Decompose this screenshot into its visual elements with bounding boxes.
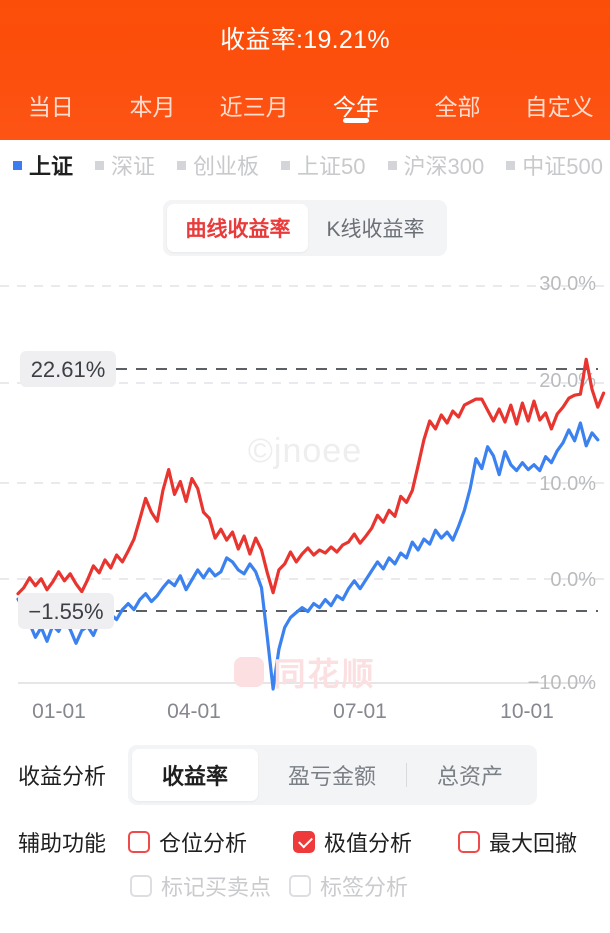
x-tick-label-0: 01-01 [32, 700, 86, 723]
checkbox-label: 极值分析 [324, 831, 413, 856]
x-tick-label-2: 07-01 [333, 700, 387, 723]
y-tick-label-0: 30.0% [539, 273, 596, 295]
chart-x-axis: 01-01 04-01 07-01 10-01 [0, 694, 610, 734]
chart-y-ticks: 30.0% 20.0% 10.0% 0.0% −10.0% [528, 273, 597, 694]
extreme-min-value: −1.55% [28, 599, 103, 624]
checkbox-extreme-analysis[interactable]: 极值分析 [293, 826, 412, 858]
tab-label: 当日 [27, 94, 74, 120]
checkbox-icon [130, 875, 152, 897]
chart-mode-kline[interactable]: K线收益率 [326, 218, 425, 241]
tab-label: 自定义 [524, 94, 594, 120]
helper-functions-row-2: 标记买卖点 标签分析 [18, 864, 592, 908]
square-marker-icon [177, 160, 187, 170]
legend-label: 创业板 [193, 154, 260, 179]
income-analysis-switch: 收益率 盈亏金额 总资产 [128, 745, 538, 805]
legend-item-sz50[interactable]: 上证50 [281, 149, 387, 181]
checkbox-icon[interactable] [128, 831, 151, 853]
x-tick-label-1: 04-01 [167, 700, 221, 723]
period-tabs: 当日 本月 近三月 今年 全部 自定义 [0, 78, 610, 140]
series-line-shangzheng [16, 421, 600, 691]
legend-label: 沪深300 [403, 154, 485, 179]
checkbox-label: 标记买卖点 [161, 875, 272, 900]
income-analysis-label: 收益分析 [18, 764, 107, 789]
legend-label: 上证50 [297, 154, 366, 179]
tab-label: 今年 [332, 94, 379, 120]
tab-label: 本月 [129, 94, 176, 120]
legend-item-zz500[interactable]: 中证500 [506, 149, 603, 181]
income-analysis-row: 收益分析 收益率 盈亏金额 总资产 [0, 742, 610, 808]
page-title: 收益率:19.21% [220, 26, 390, 54]
chart-gridlines [0, 285, 610, 580]
legend-label: 中证500 [522, 154, 603, 179]
square-marker-icon [387, 160, 397, 170]
income-option-pnl[interactable]: 盈亏金额 [288, 764, 377, 789]
income-option-total-assets[interactable]: 总资产 [437, 764, 504, 789]
chart-mode-switch-wrap: 曲线收益率 K线收益率 [0, 190, 610, 264]
app-header: 收益率:19.21% 当日 本月 近三月 今年 全部 自定义 [0, 0, 610, 140]
chart-extreme-lines [96, 368, 598, 612]
checkbox-checked-icon[interactable] [293, 831, 316, 853]
helper-functions-section: 辅助功能 仓位分析 极值分析 最大回撤 标记买卖点 标签分析 [0, 820, 610, 908]
y-tick-label-4: −10.0% [528, 672, 597, 694]
checkbox-label: 标签分析 [320, 875, 409, 900]
tab-period-3[interactable]: 今年 [305, 78, 407, 140]
chart-extreme-label-max: 22.61% [20, 351, 116, 387]
checkbox-icon [289, 875, 312, 897]
checkbox-tag-analysis: 标签分析 [289, 870, 408, 902]
tab-period-0[interactable]: 当日 [0, 78, 102, 140]
tab-period-2[interactable]: 近三月 [203, 78, 305, 140]
square-marker-icon [95, 160, 105, 170]
helper-functions-label: 辅助功能 [18, 831, 107, 856]
index-legend: 上证 深证 创业板 上证50 沪深300 中证500 [0, 140, 610, 190]
tab-label: 近三月 [219, 94, 289, 120]
legend-label: 上证 [29, 154, 74, 179]
x-tick-label-3: 10-01 [500, 700, 554, 723]
series-line-shouyilv [16, 357, 606, 596]
legend-item-chuangyeban[interactable]: 创业板 [177, 149, 281, 181]
tab-label: 全部 [434, 94, 481, 120]
checkbox-icon[interactable] [458, 831, 481, 853]
checkbox-max-drawdown[interactable]: 最大回撤 [458, 826, 577, 858]
square-marker-icon [506, 160, 516, 170]
helper-functions-row-1: 辅助功能 仓位分析 极值分析 最大回撤 [18, 820, 592, 864]
checkbox-mark-trade-points: 标记买卖点 [130, 870, 271, 902]
tab-period-4[interactable]: 全部 [407, 78, 509, 140]
chart-mode-curve[interactable]: 曲线收益率 [167, 204, 309, 252]
tab-period-1[interactable]: 本月 [102, 78, 204, 140]
returns-chart[interactable]: 30.0% 20.0% 10.0% 0.0% −10.0% 22.61% −1.… [0, 264, 610, 694]
y-tick-label-2: 10.0% [539, 473, 596, 495]
extreme-max-value: 22.61% [31, 357, 106, 382]
legend-label: 深证 [111, 154, 156, 179]
tab-period-5[interactable]: 自定义 [508, 78, 610, 140]
chart-canvas: 30.0% 20.0% 10.0% 0.0% −10.0% 22.61% −1.… [0, 273, 610, 694]
legend-item-shenzheng[interactable]: 深证 [95, 149, 177, 181]
tab-active-indicator [342, 118, 369, 123]
checkbox-label: 仓位分析 [159, 831, 248, 856]
y-tick-label-3: 0.0% [550, 569, 596, 591]
square-marker-icon [13, 160, 22, 170]
legend-item-hs300[interactable]: 沪深300 [387, 149, 507, 181]
checkbox-label: 最大回撤 [489, 831, 578, 856]
income-option-rate[interactable]: 收益率 [132, 749, 259, 801]
square-marker-icon [281, 160, 291, 170]
checkbox-position-analysis[interactable]: 仓位分析 [128, 826, 247, 858]
legend-item-shangzheng[interactable]: 上证 [13, 149, 95, 181]
divider [406, 763, 408, 787]
chart-extreme-label-min: −1.55% [18, 593, 114, 629]
chart-mode-switch: 曲线收益率 K线收益率 [163, 200, 447, 256]
